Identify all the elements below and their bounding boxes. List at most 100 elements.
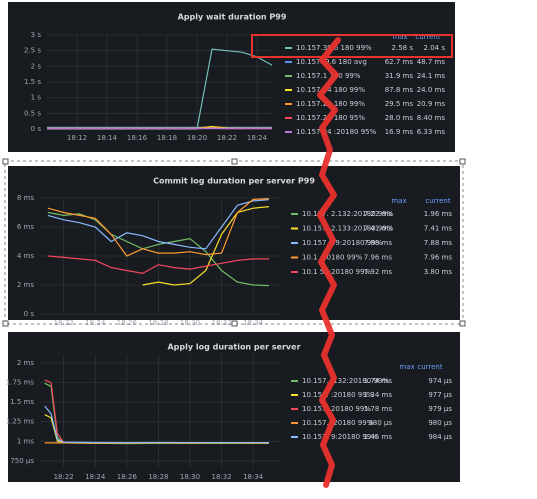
highlight-box — [251, 34, 453, 58]
legend-name: 10.1 :20180 99% — [302, 254, 363, 262]
legend-current: 7.88 ms — [424, 239, 453, 247]
legend-name: 10.157. 9:20180 99% — [302, 433, 378, 441]
series-line — [142, 206, 269, 286]
legend-max: 1.34 ms — [364, 391, 393, 399]
legend-max: 87.8 ms — [385, 86, 414, 94]
x-tick-label: 18:14 — [97, 134, 118, 142]
series-line — [47, 255, 269, 275]
legend-current: 977 µs — [428, 391, 452, 399]
series-line — [44, 405, 269, 444]
legend-max: 1.45 ms — [364, 433, 393, 441]
y-tick-label: 1.5 ms — [10, 398, 34, 406]
legend-max: 1.78 ms — [364, 405, 393, 413]
legend-name: 10.157. 20180 99% — [302, 405, 371, 413]
panel-3 — [8, 332, 460, 482]
y-tick-label: 3 s — [31, 31, 42, 39]
legend-current: 20.9 ms — [417, 100, 446, 108]
legend-header: current — [425, 197, 451, 205]
panel-title: Apply wait duration P99 — [178, 13, 287, 22]
legend-name: 10.157. 9.6 180 avg — [296, 58, 367, 66]
y-tick-label: 2.5 s — [24, 47, 41, 55]
legend-header: max — [391, 197, 406, 205]
x-tick-label: 18:32 — [211, 473, 231, 481]
legend-name: 10.157. .132:20180 99% — [302, 377, 389, 385]
legend-current: 3.80 ms — [424, 268, 453, 276]
legend-max: 7.92 ms — [364, 268, 393, 276]
x-tick-label: 18:30 — [180, 319, 200, 327]
legend-current: 8.40 ms — [417, 114, 446, 122]
x-tick-label: 18:22 — [217, 134, 237, 142]
legend-header: current — [415, 33, 441, 41]
y-tick-label: 0 s — [24, 310, 35, 318]
legend-max: 2.58 s — [392, 44, 414, 52]
x-tick-label: 18:16 — [127, 134, 148, 142]
legend-name: 10.157.1 180 99% — [296, 72, 361, 80]
y-tick-label: 1.5 s — [24, 78, 41, 86]
legend-current: 24.0 ms — [417, 86, 446, 94]
legend-name: 10.157. 59:20180 99% — [302, 239, 383, 247]
red-scribble — [317, 37, 341, 488]
y-tick-label: 4 ms — [17, 252, 34, 260]
y-tick-label: 1 s — [31, 94, 42, 102]
legend-name: 10.157. 2.132:20180 99% — [302, 210, 394, 218]
legend-name: 10.157. :20180 99% — [302, 419, 374, 427]
x-tick-label: 18:34 — [243, 473, 264, 481]
x-tick-label: 18:30 — [180, 473, 200, 481]
legend-name: 10.157.24 :20180 95% — [296, 128, 377, 136]
legend-header: max — [392, 33, 407, 41]
y-tick-label: 6 ms — [17, 223, 34, 231]
x-tick-label: 18:26 — [117, 473, 138, 481]
x-tick-label: 18:34 — [243, 319, 264, 327]
x-tick-label: 18:28 — [148, 473, 168, 481]
y-tick-label: 1.25 ms — [6, 418, 35, 426]
y-tick-label: 1 ms — [17, 437, 34, 445]
series-line — [47, 199, 269, 250]
legend-max: 980 µs — [368, 419, 392, 427]
panel-title: Commit log duration per server P99 — [153, 177, 315, 186]
panel-title: Apply log duration per server — [167, 343, 300, 352]
legend-current: 48.7 ms — [417, 58, 446, 66]
legend-max: 7.96 ms — [364, 254, 393, 262]
y-tick-label: 0 s — [31, 125, 42, 133]
legend-current: 6.33 ms — [417, 128, 446, 136]
legend-max: 1.74 ms — [364, 377, 393, 385]
handle — [231, 158, 238, 165]
x-tick-label: 18:24 — [85, 319, 106, 327]
legend-max: 31.9 ms — [385, 72, 414, 80]
legend-max: 7.41 ms — [364, 225, 393, 233]
legend-max: 28.0 ms — [385, 114, 414, 122]
handle — [231, 320, 238, 327]
legend-current: 979 µs — [428, 405, 452, 413]
legend-max: 7.22 ms — [364, 210, 393, 218]
y-tick-label: 0.5 s — [24, 109, 41, 117]
panel-2 — [8, 166, 460, 320]
legend-current: 984 µs — [428, 433, 452, 441]
x-tick-label: 18:26 — [117, 319, 138, 327]
handle — [2, 320, 9, 327]
legend-current: 2.04 s — [424, 44, 446, 52]
x-tick-label: 18:24 — [247, 134, 268, 142]
x-tick-label: 18:12 — [67, 134, 87, 142]
legend-name: 10.157.24 180 99% — [296, 86, 365, 94]
x-tick-label: 18:20 — [187, 134, 207, 142]
legend-max: 16.9 ms — [385, 128, 414, 136]
x-tick-label: 18:28 — [148, 319, 168, 327]
legend-name: 10.157. :20180 99% — [302, 391, 374, 399]
y-tick-label: 1.75 ms — [6, 378, 35, 386]
y-tick-label: 750 µs — [10, 457, 34, 465]
series-line — [47, 198, 269, 257]
legend-current: 980 µs — [428, 419, 452, 427]
handle — [2, 158, 9, 165]
legend-max: 29.5 ms — [385, 100, 414, 108]
legend-current: 7.41 ms — [424, 225, 453, 233]
y-tick-label: 8 ms — [17, 194, 34, 202]
handle — [459, 158, 466, 165]
x-tick-label: 18:22 — [54, 319, 74, 327]
charts: Apply wait duration P99 0 s 0.5 s 1 s 1.5 s 2… — [6, 13, 453, 482]
legend-max: 7.88 ms — [364, 239, 393, 247]
x-tick-label: 18:24 — [85, 473, 106, 481]
x-tick-label: 18:18 — [157, 134, 177, 142]
legend-current: 974 µs — [428, 377, 452, 385]
